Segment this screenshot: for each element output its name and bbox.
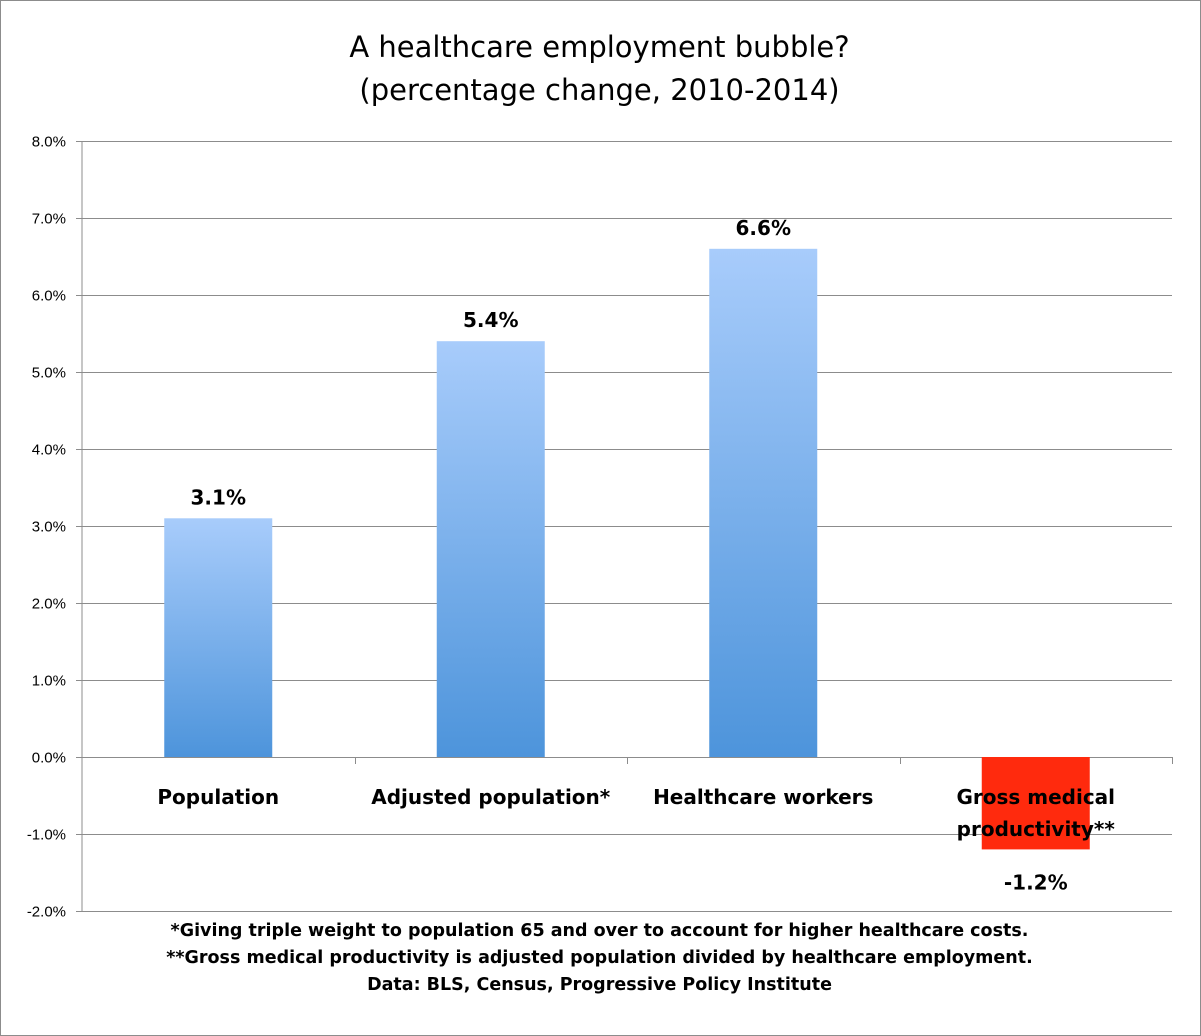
category-label: Population [157,785,279,809]
category-label: Gross medical [956,785,1115,809]
bar [164,518,273,757]
y-tick-label: 3.0% [32,519,66,536]
y-tick-label: 7.0% [32,211,66,228]
data-label: 6.6% [736,216,791,240]
y-tick-label: 0.0% [32,750,66,767]
labels: 8.0% 7.0% 6.0% 5.0% 4.0% 3.0% 2.0% 1.0% 0.0% -1.0… [27,134,1116,921]
footnote-adjusted-population: *Giving triple weight to population 65 a… [170,921,1029,941]
bars [164,248,1090,850]
y-tick-label: -2.0% [27,904,66,921]
footnote-gross-medical-productivity: **Gross medical productivity is adjusted… [166,948,1033,968]
data-label: -1.2% [1004,870,1068,894]
bar [709,248,818,758]
y-tick-label: 2.0% [32,596,66,613]
data-label: 5.4% [463,308,518,332]
category-label: productivity** [957,817,1116,841]
bar [436,341,545,757]
footnote-data-sources: Data: BLS, Census, Progressive Policy In… [367,975,832,995]
data-label: 3.1% [191,485,246,509]
y-tick-label: 6.0% [32,288,66,305]
bar [981,757,1090,850]
chart-title-line-1: A healthcare employment bubble? [349,30,850,64]
y-tick-label: 4.0% [32,442,66,459]
y-tick-label: 8.0% [32,134,66,151]
y-tick-label: -1.0% [27,827,66,844]
category-label: Healthcare workers [653,785,873,809]
footnotes: *Giving triple weight to population 65 a… [0,918,1199,999]
chart-title-line-2: (percentage change, 2010-2014) [359,73,840,107]
y-tick-label: 1.0% [32,673,66,690]
category-label: Adjusted population* [371,785,611,809]
chart-title: A healthcare employment bubble? (percent… [0,26,1199,112]
y-tick-label: 5.0% [32,365,66,382]
